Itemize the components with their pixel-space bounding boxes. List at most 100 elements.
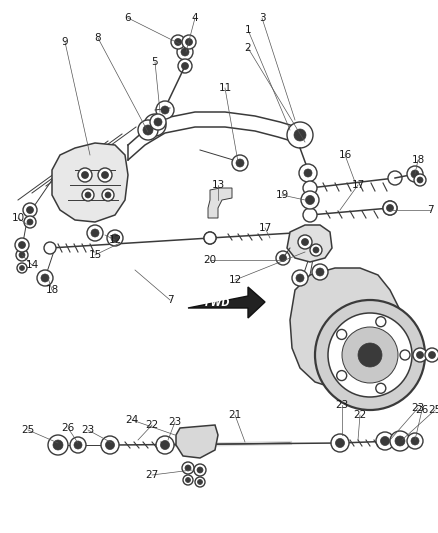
Circle shape: [337, 370, 347, 381]
Circle shape: [400, 350, 410, 360]
Text: 4: 4: [192, 13, 198, 23]
Circle shape: [82, 189, 94, 201]
Text: 2: 2: [245, 43, 251, 53]
Text: 21: 21: [228, 410, 242, 420]
Text: 8: 8: [95, 33, 101, 43]
Circle shape: [19, 252, 25, 258]
Circle shape: [106, 440, 114, 449]
Circle shape: [386, 205, 393, 212]
Circle shape: [183, 475, 193, 485]
Circle shape: [27, 206, 33, 214]
Circle shape: [428, 351, 435, 359]
Circle shape: [279, 254, 286, 262]
Circle shape: [336, 439, 345, 448]
Polygon shape: [290, 268, 405, 390]
Circle shape: [98, 168, 112, 182]
Text: FWD: FWD: [205, 298, 231, 308]
Circle shape: [315, 300, 425, 410]
Circle shape: [27, 219, 33, 225]
Circle shape: [287, 122, 313, 148]
Text: 22: 22: [145, 420, 159, 430]
Polygon shape: [208, 188, 232, 218]
Circle shape: [417, 351, 424, 359]
Text: 26: 26: [61, 423, 74, 433]
Circle shape: [154, 118, 162, 126]
Text: 23: 23: [336, 400, 349, 410]
Circle shape: [383, 201, 397, 215]
Circle shape: [150, 120, 160, 130]
Circle shape: [198, 480, 202, 484]
Text: 15: 15: [88, 250, 102, 260]
Polygon shape: [52, 143, 128, 222]
Text: 14: 14: [25, 260, 39, 270]
Circle shape: [358, 343, 382, 367]
Circle shape: [303, 181, 317, 195]
Text: 11: 11: [219, 83, 232, 93]
Circle shape: [78, 168, 92, 182]
Text: 23: 23: [168, 417, 182, 427]
Circle shape: [87, 225, 103, 241]
Circle shape: [236, 159, 244, 167]
Text: 6: 6: [125, 13, 131, 23]
Text: 12: 12: [228, 275, 242, 285]
Circle shape: [102, 172, 109, 179]
Circle shape: [342, 327, 398, 383]
Circle shape: [276, 251, 290, 265]
Circle shape: [15, 238, 29, 252]
Circle shape: [417, 177, 423, 183]
Text: 16: 16: [339, 150, 352, 160]
Text: 22: 22: [353, 410, 367, 420]
Text: 12: 12: [108, 235, 122, 245]
Circle shape: [101, 436, 119, 454]
Circle shape: [390, 431, 410, 451]
Circle shape: [161, 106, 169, 114]
Circle shape: [204, 232, 216, 244]
Circle shape: [102, 189, 114, 201]
Circle shape: [292, 270, 308, 286]
Circle shape: [111, 234, 119, 242]
Circle shape: [53, 440, 63, 450]
Text: 3: 3: [259, 13, 265, 23]
Circle shape: [20, 265, 25, 271]
Circle shape: [156, 101, 174, 119]
Circle shape: [182, 35, 196, 49]
Text: 23: 23: [81, 425, 95, 435]
Circle shape: [178, 59, 192, 73]
Circle shape: [107, 230, 123, 246]
Circle shape: [303, 208, 317, 222]
Circle shape: [411, 437, 419, 445]
Circle shape: [381, 437, 389, 446]
Circle shape: [91, 229, 99, 237]
Circle shape: [41, 274, 49, 282]
Circle shape: [310, 244, 322, 256]
Circle shape: [414, 174, 426, 186]
Circle shape: [48, 435, 68, 455]
Text: 23: 23: [411, 403, 424, 413]
Circle shape: [194, 464, 206, 476]
Circle shape: [18, 241, 25, 248]
Circle shape: [296, 274, 304, 282]
Circle shape: [24, 216, 36, 228]
Circle shape: [105, 192, 111, 198]
Circle shape: [411, 170, 419, 178]
Circle shape: [395, 436, 405, 446]
Circle shape: [312, 264, 328, 280]
Circle shape: [304, 169, 312, 177]
Circle shape: [204, 232, 216, 244]
Circle shape: [376, 383, 386, 393]
Circle shape: [70, 437, 86, 453]
Circle shape: [186, 38, 192, 45]
Circle shape: [182, 462, 194, 474]
Circle shape: [407, 166, 423, 182]
Circle shape: [181, 48, 189, 56]
Circle shape: [299, 164, 317, 182]
Text: 5: 5: [152, 57, 158, 67]
Polygon shape: [287, 225, 332, 262]
Circle shape: [301, 238, 308, 246]
Text: 27: 27: [145, 470, 159, 480]
Circle shape: [305, 196, 314, 205]
Circle shape: [16, 249, 28, 261]
Circle shape: [413, 348, 427, 362]
Circle shape: [17, 263, 27, 273]
Circle shape: [331, 434, 349, 452]
